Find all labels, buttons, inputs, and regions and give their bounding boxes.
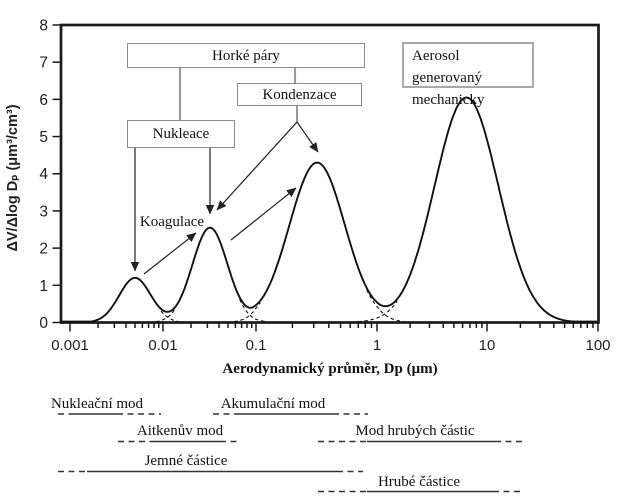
y-tick-label-3: 3 [39, 203, 48, 220]
arrow-coagulation-2 [230, 187, 297, 241]
x-axis-tick-labels: 0.001 0.01 0.1 1 10 100 [51, 337, 610, 354]
y-tick-label-6: 6 [39, 92, 48, 109]
y-tick-label-8: 8 [39, 17, 48, 34]
mode-range-label-coarse-particles: Hrubé částice [377, 474, 461, 490]
y-axis-ticks [52, 24, 61, 324]
mode-range-label-nucleation: Nukleační mod [50, 396, 144, 412]
y-tick-label-5: 5 [39, 129, 48, 146]
x-tick-label-1: 1 [373, 337, 381, 354]
arrow-coagulation-1 [143, 232, 197, 275]
mode-range-label-fine-particles: Jemné částice [144, 453, 228, 469]
annotation-box-condensation: Kondenzace [237, 83, 362, 106]
x-tick-label-0.01: 0.01 [148, 337, 177, 354]
y-tick-label-7: 7 [39, 55, 48, 72]
mode-tail-Mod hrubých částic [358, 300, 398, 323]
mode-range-label-accumulation: Akumulační mod [220, 396, 326, 412]
x-tick-label-0.001: 0.001 [51, 337, 89, 354]
annotation-box-nucleation: Nukleace [127, 120, 235, 148]
mode-range-label-aitken: Aitkenův mod [136, 423, 224, 439]
mode-tail-Aitkenův mod [239, 299, 267, 323]
annotation-box-hot-vapors: Horké páry [127, 43, 365, 68]
distribution-curve [60, 96, 598, 323]
y-tick-label-1: 1 [39, 278, 48, 295]
annotation-box-mechanical-aerosol: Aerosol generovaný mechanicky [402, 42, 534, 108]
arrow-condensation-to-accumulation-peak [296, 121, 319, 153]
y-axis-title: ΔV/Δlog Dₚ (μm³/cm³) [5, 104, 21, 252]
y-tick-label-0: 0 [39, 315, 48, 332]
y-tick-label-4: 4 [39, 166, 48, 183]
mode-tail-Akumulační mod [366, 289, 405, 323]
x-tick-label-100: 100 [585, 337, 610, 354]
mode-tail-Nukleační mod [160, 310, 180, 323]
y-tick-label-2: 2 [39, 241, 48, 258]
arrow-condensation-to-aitken-peak [216, 121, 298, 211]
mode-range-label-coarse-mode: Mod hrubých částic [355, 423, 475, 439]
x-axis-title: Aerodynamický průměr, Dp (μm) [222, 361, 438, 377]
annotation-coagulation: Koagulace [139, 214, 205, 230]
mode-tail-Aitkenův mod [155, 309, 176, 323]
mode-tails-dashed [155, 289, 405, 323]
y-axis-tick-labels: 0 1 2 3 4 5 6 7 8 [39, 17, 48, 332]
mode-tail-Akumulační mod [234, 302, 261, 323]
x-tick-label-10: 10 [479, 337, 496, 354]
x-tick-label-0.1: 0.1 [246, 337, 267, 354]
x-axis-ticks [69, 323, 599, 332]
